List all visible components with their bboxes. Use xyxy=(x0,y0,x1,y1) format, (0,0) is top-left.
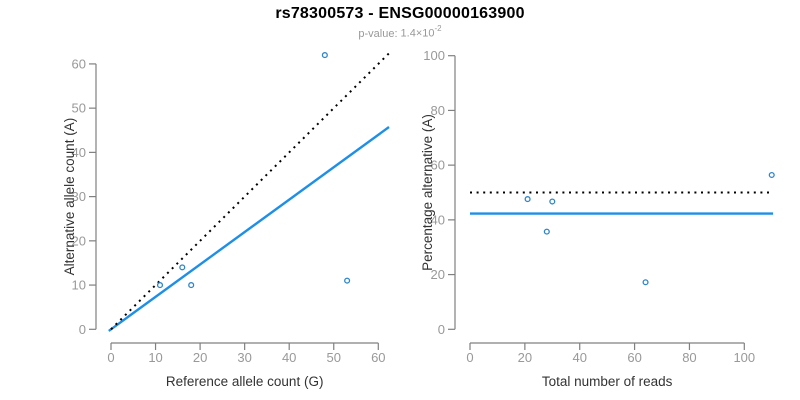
y-tick-label: 40 xyxy=(72,145,86,160)
data-point xyxy=(549,198,556,205)
x-tick-label: 80 xyxy=(682,350,696,365)
data-point xyxy=(524,196,531,203)
data-point xyxy=(179,264,186,271)
data-point xyxy=(344,277,351,284)
y-axis-title: Percentage alternative (A) xyxy=(420,114,435,271)
x-tick-label: 20 xyxy=(518,350,532,365)
data-point xyxy=(543,228,550,235)
data-point xyxy=(156,282,164,289)
x-tick-label: 20 xyxy=(193,350,207,365)
x-tick-label: 50 xyxy=(327,350,341,365)
y-tick-label: 20 xyxy=(431,267,445,282)
y-tick-label: 40 xyxy=(431,212,445,227)
pvalue-mantissa: 1.4 xyxy=(400,27,416,40)
y-tick-label: 0 xyxy=(438,322,445,337)
x-tick-label: 10 xyxy=(148,350,162,365)
data-point xyxy=(768,171,775,179)
x-tick-label: 60 xyxy=(371,350,385,365)
y-tick-label: 30 xyxy=(72,189,86,204)
data-point xyxy=(642,279,649,286)
regression-line xyxy=(108,126,390,332)
x-tick-label: 40 xyxy=(572,350,586,365)
pvalue-base: 10 xyxy=(422,27,435,40)
x-axis-title: Reference allele count (G) xyxy=(166,374,324,389)
figure-title: rs78300573 - ENSG00000163900 xyxy=(275,5,525,22)
x-tick-label: 40 xyxy=(282,350,296,365)
identity-line xyxy=(110,52,390,331)
y-tick-label: 60 xyxy=(431,158,445,173)
left-scatter-plot: 0 10 20 30 40 50 60 0 10 20 30 40 50 60 Reference alle… xyxy=(62,52,390,389)
y-tick-label: 100 xyxy=(423,48,445,63)
y-tick-label: 0 xyxy=(79,322,86,337)
x-tick-label: 60 xyxy=(627,350,641,365)
y-tick-label: 60 xyxy=(72,56,86,71)
y-tick-label: 50 xyxy=(72,101,86,116)
data-point xyxy=(188,282,195,289)
x-tick-label: 30 xyxy=(237,350,251,365)
pvalue-label: p-value: xyxy=(358,27,398,40)
multiply-sign: × xyxy=(415,27,423,40)
y-tick-label: 80 xyxy=(431,103,445,118)
x-tick-label: 100 xyxy=(733,350,755,365)
right-scatter-plot: 0 20 40 60 80 100 0 20 40 60 80 100 Total number of … xyxy=(420,48,775,389)
data-point xyxy=(321,52,328,59)
y-axis-title: Alternative allele count (A) xyxy=(62,118,77,276)
pvalue-exponent: -2 xyxy=(434,24,442,33)
y-tick-label: 20 xyxy=(72,233,86,248)
x-tick-label: 0 xyxy=(466,350,473,365)
figure-subtitle: p-value: 1.4×10-2 xyxy=(0,24,800,40)
y-tick-label: 10 xyxy=(72,278,86,293)
x-axis-title: Total number of reads xyxy=(542,374,673,389)
x-tick-label: 0 xyxy=(107,350,114,365)
